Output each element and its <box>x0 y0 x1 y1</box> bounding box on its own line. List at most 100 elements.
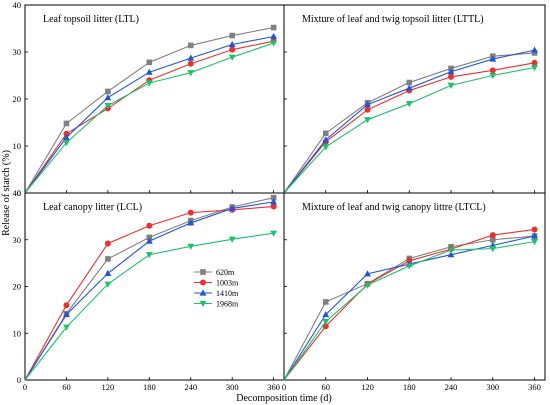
data-point-1003m <box>448 73 455 80</box>
data-point-1003m <box>146 222 153 229</box>
data-point-1968m <box>63 140 70 147</box>
x-tick-label: 180 <box>143 382 156 392</box>
data-point-1968m <box>489 72 497 80</box>
data-point-1003m <box>364 106 371 113</box>
x-tick-label: 120 <box>361 382 374 392</box>
y-tick-label: 30 <box>13 47 22 57</box>
x-tick-label: 0 <box>23 382 27 392</box>
data-point-1410m <box>322 310 330 318</box>
data-point-1410m <box>63 133 70 141</box>
data-point-1410m <box>104 93 112 101</box>
series-line-1410m <box>283 49 535 194</box>
data-point-1968m <box>322 144 330 151</box>
data-point-1410m <box>531 232 538 239</box>
legend-label: 1410m <box>216 289 239 298</box>
x-tick-label: 180 <box>403 382 416 392</box>
x-tick-label: 60 <box>322 382 331 392</box>
panel-2: Mixture of leaf and twig topsoil litter … <box>283 4 546 194</box>
data-point-1968m <box>228 54 236 61</box>
data-point-620m <box>531 50 538 56</box>
y-tick-label: 20 <box>13 94 22 104</box>
series-line-1968m <box>24 42 274 194</box>
data-point-1968m <box>489 246 497 253</box>
data-point-1003m <box>489 67 496 74</box>
data-point-1968m <box>187 243 195 250</box>
data-point-1968m <box>531 239 538 246</box>
panel-frame <box>283 4 546 194</box>
data-point-1003m <box>187 209 194 216</box>
data-point-1968m <box>270 230 278 237</box>
data-point-620m <box>105 256 111 262</box>
data-point-620m <box>63 120 70 127</box>
data-point-1410m <box>104 269 112 277</box>
data-point-1968m <box>63 324 70 331</box>
data-point-1410m <box>187 219 195 226</box>
y-tick-label: 0 <box>17 188 21 198</box>
legend-marker <box>199 300 207 308</box>
y-tick-label: 0 <box>17 375 21 385</box>
data-point-1410m <box>63 310 70 318</box>
data-point-1968m <box>187 70 195 77</box>
y-axis-label: Release of starch (%) <box>1 150 12 236</box>
legend-marker <box>200 269 206 275</box>
x-tick-label: 240 <box>445 382 458 392</box>
data-point-1003m <box>63 130 70 137</box>
data-point-1410m <box>145 68 153 75</box>
y-tick-label: 40 <box>13 188 22 198</box>
data-point-1968m <box>104 102 112 110</box>
data-point-620m <box>270 24 277 31</box>
data-point-1003m <box>531 226 538 233</box>
data-point-1003m <box>104 240 111 247</box>
y-tick-label: 10 <box>13 328 22 338</box>
data-point-1968m <box>405 101 413 108</box>
data-point-1968m <box>364 282 371 289</box>
data-point-1410m <box>531 46 538 53</box>
data-point-1968m <box>228 236 236 243</box>
x-tick-label: 240 <box>184 382 197 392</box>
panel-title: Mixture of leaf and twig canopy littre (… <box>302 202 486 213</box>
legend-marker <box>199 289 207 296</box>
data-point-620m <box>490 236 496 243</box>
panel-frame <box>283 192 546 381</box>
data-point-1410m <box>364 270 371 277</box>
y-tick-label: 10 <box>13 141 22 151</box>
legend-marker <box>200 279 206 286</box>
data-point-1410m <box>364 101 371 108</box>
y-tick-label: 40 <box>13 0 22 10</box>
panel-title: Leaf canopy litter (LCL) <box>43 202 142 213</box>
data-point-1003m <box>489 232 496 239</box>
data-point-1968m <box>145 80 153 87</box>
data-point-1410m <box>322 136 330 143</box>
legend-label: 1003m <box>216 279 239 288</box>
legend-label: 620m <box>216 268 235 277</box>
panel-frame <box>24 192 285 381</box>
data-point-1410m <box>270 32 278 40</box>
x-tick-label: 120 <box>102 382 115 392</box>
panel-4: 0 60 120 180 240 300 360 Mixture of leaf and tw… <box>282 192 546 392</box>
data-point-1410m <box>145 237 153 244</box>
data-point-620m <box>146 234 153 241</box>
x-tick-label: 300 <box>226 382 239 392</box>
data-point-1410m <box>405 84 413 91</box>
series-line-1003m <box>283 228 535 381</box>
data-point-620m <box>187 42 194 49</box>
legend-label: 1968m <box>216 300 239 309</box>
y-tick-label: 30 <box>13 235 22 245</box>
panel-title: Mixture of leaf and twig topsoil litter … <box>302 14 484 25</box>
data-point-1410m <box>447 68 455 75</box>
x-axis-label: Decomposition time (d) <box>236 393 332 404</box>
x-tick-label: 0 <box>282 382 286 392</box>
data-point-1410m <box>228 204 236 212</box>
data-point-620m <box>322 299 329 305</box>
data-point-1968m <box>270 40 278 47</box>
data-point-1003m <box>270 203 277 210</box>
data-point-620m <box>105 88 111 95</box>
data-point-620m <box>270 194 277 201</box>
data-point-1968m <box>447 247 455 254</box>
y-tick-label: 20 <box>13 282 22 292</box>
data-point-1968m <box>405 263 413 270</box>
data-point-1003m <box>229 46 236 53</box>
